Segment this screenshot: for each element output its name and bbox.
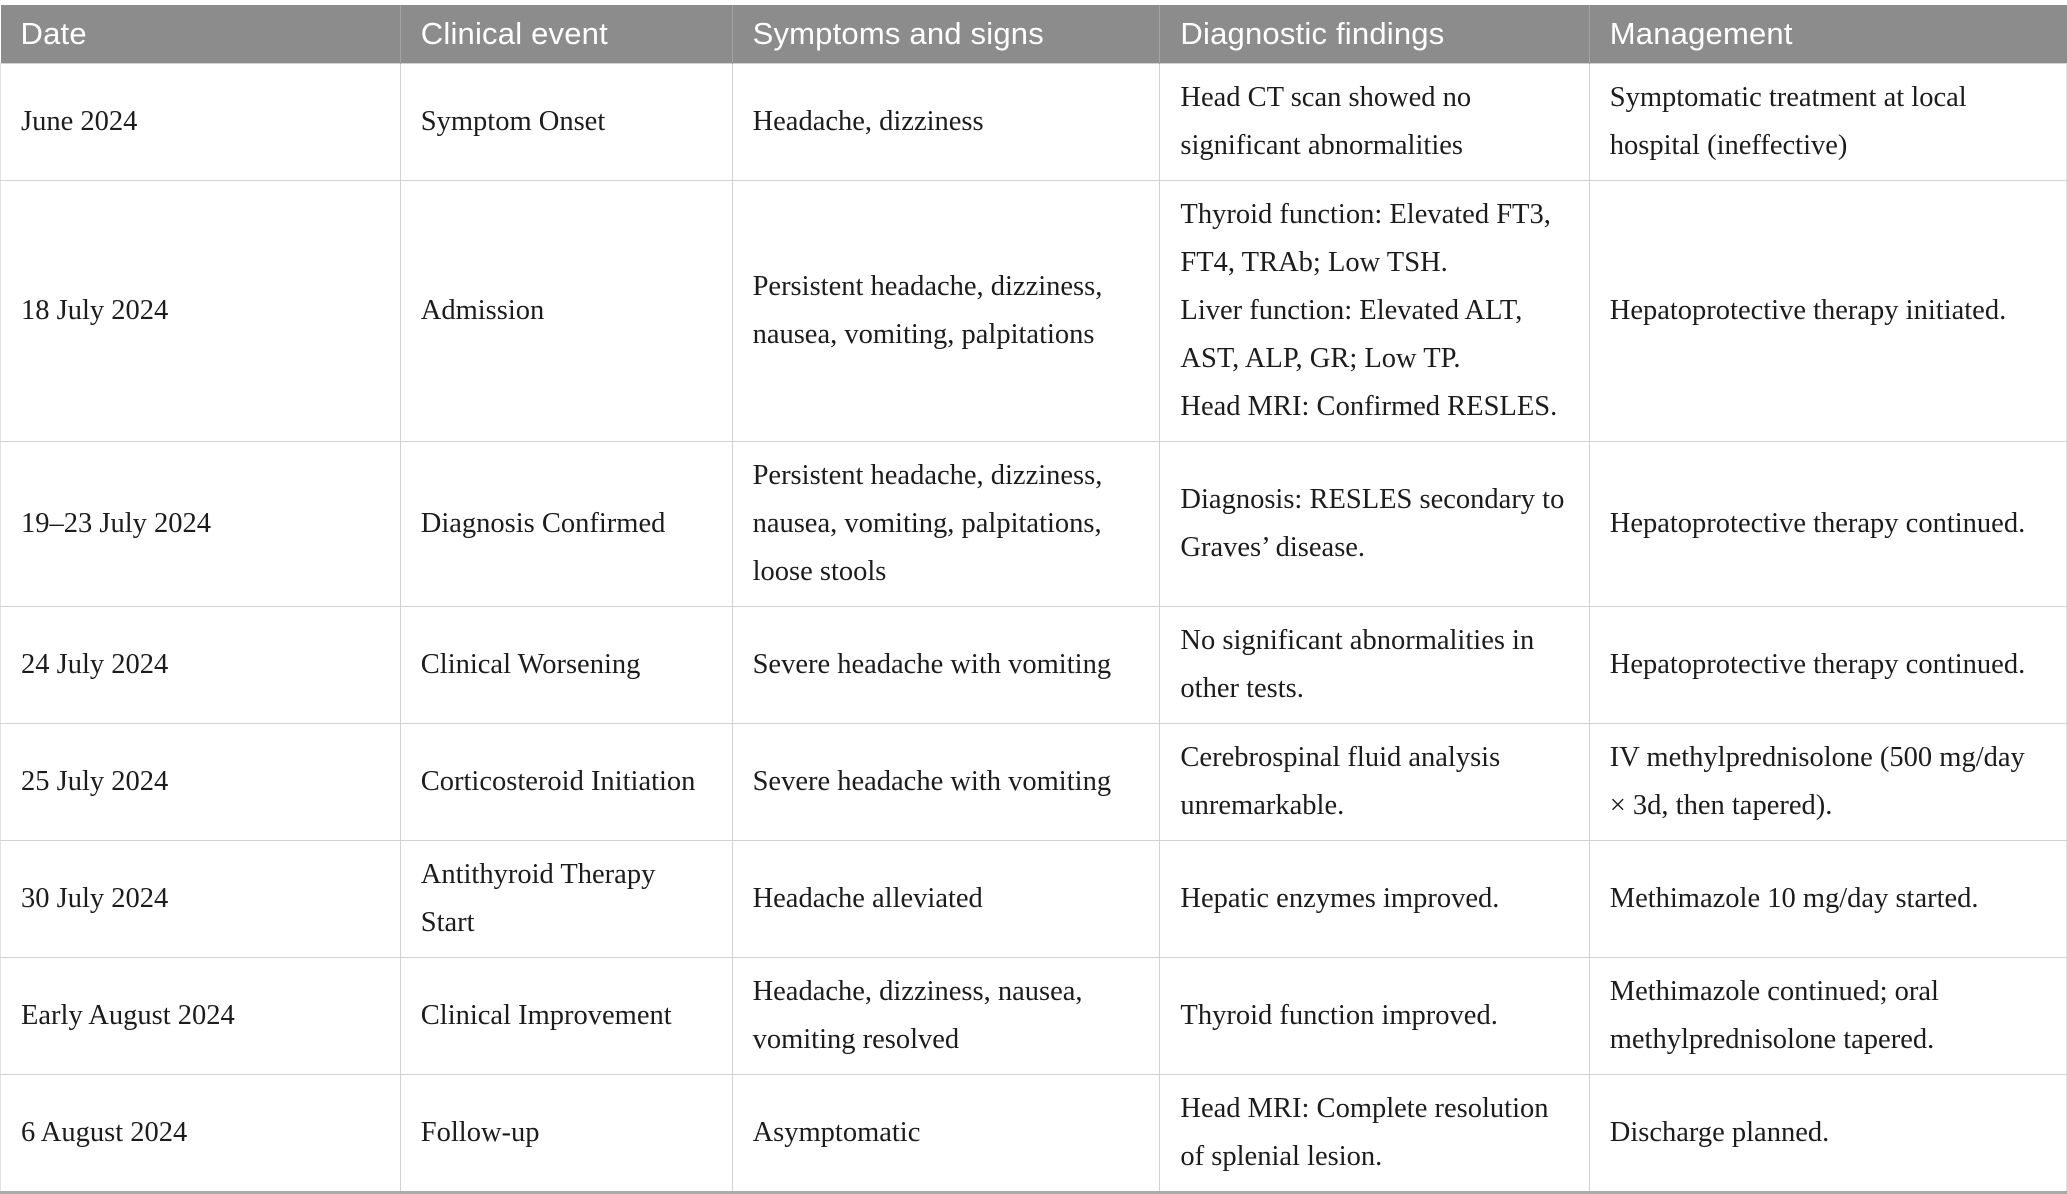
table-row: 24 July 2024 Clinical Worsening Severe hea… [0, 606, 2067, 724]
cell-symptoms: Persistent headache, dizziness, nausea, … [731, 180, 1161, 442]
table-row: 19–23 July 2024 Diagnosis Confirmed Persis… [0, 441, 2067, 607]
cell-findings: Hepatic enzymes improved. [1159, 840, 1590, 958]
cell-findings: Thyroid function improved. [1159, 957, 1590, 1075]
cell-date: 24 July 2024 [0, 606, 401, 724]
cell-event: Follow-up [399, 1074, 733, 1193]
cell-symptoms: Headache alleviated [731, 840, 1161, 958]
cell-event: Antithyroid Therapy Start [399, 840, 733, 958]
cell-symptoms: Headache, dizziness [731, 63, 1161, 181]
cell-symptoms: Headache, dizziness, nausea, vomiting re… [731, 957, 1161, 1075]
cell-management: Methimazole continued; oral methylpredni… [1588, 957, 2067, 1075]
cell-findings: Head CT scan showed no significant abnor… [1159, 63, 1590, 181]
cell-symptoms: Severe headache with vomiting [731, 723, 1161, 841]
cell-event: Clinical Worsening [399, 606, 733, 724]
cell-symptoms: Persistent headache, dizziness, nausea, … [731, 441, 1161, 607]
column-header-date: Date [0, 5, 401, 64]
cell-date: 25 July 2024 [0, 723, 401, 841]
cell-event: Symptom Onset [399, 63, 733, 181]
clinical-timeline-table: Date Clinical event Symptoms and signs D… [0, 5, 2067, 1194]
cell-management: Symptomatic treatment at local hospital … [1588, 63, 2067, 181]
cell-symptoms: Severe headache with vomiting [731, 606, 1161, 724]
cell-management: Hepatoprotective therapy continued. [1588, 606, 2067, 724]
table-row: 30 July 2024 Antithyroid Therapy Start Hea… [0, 840, 2067, 958]
table-row: Early August 2024 Clinical Improvement Hea… [0, 957, 2067, 1075]
cell-findings: Head MRI: Complete resolution of splenia… [1159, 1074, 1590, 1193]
cell-date: 6 August 2024 [0, 1074, 401, 1193]
cell-management: Discharge planned. [1588, 1074, 2067, 1193]
cell-date: 19–23 July 2024 [0, 441, 401, 607]
header-row: Date Clinical event Symptoms and signs D… [0, 5, 2067, 64]
table-row: 18 July 2024 Admission Persistent headache… [0, 180, 2067, 442]
cell-management: Hepatoprotective therapy continued. [1588, 441, 2067, 607]
cell-findings: Thyroid function: Elevated FT3, FT4, TRA… [1159, 180, 1590, 442]
cell-management: IV methylprednisolone (500 mg/day × 3d, … [1588, 723, 2067, 841]
table-row: June 2024 Symptom Onset Headache, dizzines… [0, 63, 2067, 181]
cell-event: Diagnosis Confirmed [399, 441, 733, 607]
cell-event: Corticosteroid Initiation [399, 723, 733, 841]
cell-management: Hepatoprotective therapy initiated. [1588, 180, 2067, 442]
cell-date: June 2024 [0, 63, 401, 181]
cell-findings: No significant abnormalities in other te… [1159, 606, 1590, 724]
cell-event: Clinical Improvement [399, 957, 733, 1075]
cell-findings: Diagnosis: RESLES secondary to Graves’ d… [1159, 441, 1590, 607]
cell-symptoms: Asymptomatic [731, 1074, 1161, 1193]
cell-date: 18 July 2024 [0, 180, 401, 442]
cell-event: Admission [399, 180, 733, 442]
column-header-symptoms: Symptoms and signs [731, 5, 1160, 64]
cell-date: 30 July 2024 [0, 840, 401, 958]
table-row: 25 July 2024 Corticosteroid Initiation Sev… [0, 723, 2067, 841]
column-header-management: Management [1588, 5, 2067, 64]
cell-management: Methimazole 10 mg/day started. [1588, 840, 2067, 958]
cell-findings: Cerebrospinal fluid analysis unremarkabl… [1159, 723, 1590, 841]
cell-date: Early August 2024 [0, 957, 401, 1075]
column-header-clinical-event: Clinical event [399, 5, 733, 64]
table-row: 6 August 2024 Follow-up Asymptomatic Head M… [0, 1074, 2067, 1193]
column-header-diagnostic-findings: Diagnostic findings [1159, 5, 1590, 64]
